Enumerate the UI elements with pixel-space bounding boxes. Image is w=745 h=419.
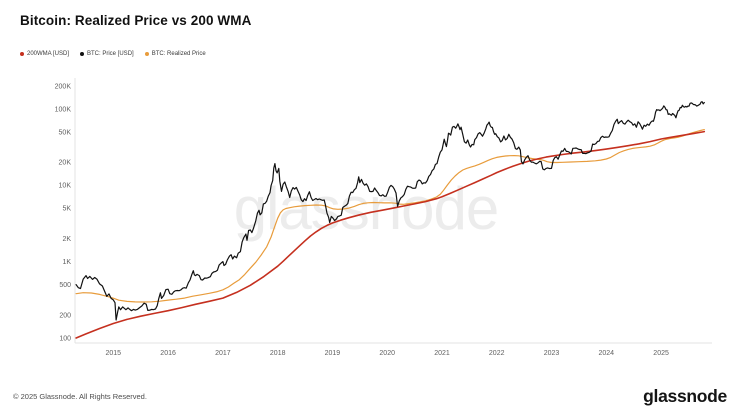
y-tick-label: 50K bbox=[59, 129, 72, 136]
series-line-btc-price bbox=[75, 101, 705, 321]
y-tick-label: 5K bbox=[62, 206, 71, 213]
series-line-btc-realized-price bbox=[75, 129, 705, 303]
x-tick-label: 2019 bbox=[325, 350, 341, 357]
y-tick-label: 200 bbox=[59, 313, 71, 320]
copyright-text: © 2025 Glassnode. All Rights Reserved. bbox=[13, 392, 147, 401]
y-tick-label: 10K bbox=[59, 183, 72, 190]
y-tick-label: 1K bbox=[62, 259, 71, 266]
x-tick-label: 2015 bbox=[106, 350, 122, 357]
x-tick-label: 2022 bbox=[489, 350, 505, 357]
glassnode-logo: glassnode bbox=[643, 386, 727, 406]
x-tick-label: 2021 bbox=[434, 350, 450, 357]
legend-label-btc-price: BTC: Price [USD] bbox=[87, 51, 134, 57]
legend-dot-200wma-icon bbox=[20, 52, 24, 56]
x-tick-label: 2017 bbox=[215, 350, 231, 357]
x-tick-label: 2025 bbox=[653, 350, 669, 357]
y-tick-label: 100 bbox=[59, 336, 71, 343]
y-tick-label: 2K bbox=[62, 236, 71, 243]
y-tick-label: 100K bbox=[55, 106, 72, 113]
page-title: Bitcoin: Realized Price vs 200 WMA bbox=[20, 13, 252, 28]
x-tick-label: 2024 bbox=[599, 350, 615, 357]
chart-legend: 200WMA [USD] BTC: Price [USD] BTC: Reali… bbox=[20, 51, 217, 57]
series-line-200wma bbox=[75, 130, 706, 339]
x-tick-label: 2023 bbox=[544, 350, 560, 357]
legend-label-200wma: 200WMA [USD] bbox=[27, 51, 70, 57]
legend-dot-btc-realized-price-icon bbox=[144, 52, 149, 56]
glassnode-watermark: glassnode bbox=[233, 175, 500, 242]
y-tick-label: 20K bbox=[59, 160, 72, 167]
legend-item-btc-price[interactable]: BTC: Price [USD] bbox=[80, 51, 134, 57]
x-tick-label: 2016 bbox=[160, 350, 176, 357]
legend-dot-btc-price-icon bbox=[80, 52, 85, 56]
x-tick-label: 2018 bbox=[270, 350, 286, 357]
legend-item-btc-realized-price[interactable]: BTC: Realized Price bbox=[144, 51, 206, 57]
y-tick-label: 200K bbox=[55, 83, 72, 90]
x-tick-label: 2020 bbox=[379, 350, 395, 357]
legend-label-btc-realized-price: BTC: Realized Price bbox=[151, 51, 206, 57]
legend-item-200wma[interactable]: 200WMA [USD] bbox=[20, 51, 69, 57]
y-tick-label: 500 bbox=[59, 282, 71, 289]
